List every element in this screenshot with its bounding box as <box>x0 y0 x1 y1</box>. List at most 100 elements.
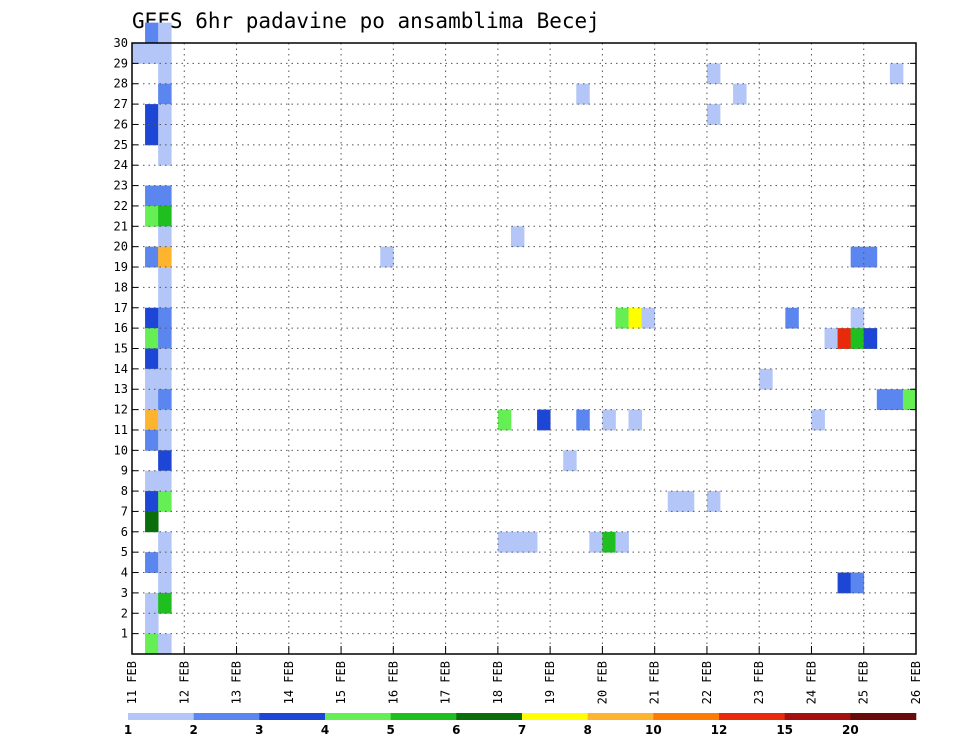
y-tick-label: 9 <box>121 464 128 478</box>
y-tick-label: 6 <box>121 525 128 539</box>
y-tick-label: 17 <box>114 301 128 315</box>
heatmap-cell <box>158 389 172 410</box>
heatmap-cell <box>158 226 172 248</box>
heatmap-cell <box>158 429 172 451</box>
legend-label: 15 <box>776 723 793 737</box>
heatmap-cell <box>158 531 172 553</box>
heatmap-cell <box>158 491 172 512</box>
heatmap-cell <box>850 246 865 268</box>
heatmap-cell <box>132 43 146 64</box>
heatmap-cell <box>158 83 172 105</box>
x-tick-label: 19 FEB <box>543 661 557 704</box>
heatmap-cell <box>145 552 159 573</box>
heatmap-cell <box>158 592 172 614</box>
heatmap-cell <box>145 633 159 655</box>
heatmap-cell <box>158 328 172 349</box>
x-tick-label: 14 FEB <box>282 661 296 704</box>
cells-layer <box>132 22 917 655</box>
heatmap-cell <box>145 409 159 431</box>
x-tick-label: 18 FEB <box>491 661 505 704</box>
y-tick-label: 24 <box>114 158 128 172</box>
heatmap-cell <box>824 328 838 349</box>
y-tick-label: 30 <box>114 36 128 50</box>
heatmap-cell <box>680 491 695 512</box>
legend-swatch <box>325 713 391 720</box>
heatmap-cell <box>158 124 172 146</box>
heatmap-cell <box>850 328 865 349</box>
y-tick-label: 16 <box>114 321 128 335</box>
heatmap-cell <box>145 124 159 146</box>
x-tick-label: 25 FEB <box>857 661 871 704</box>
heatmap-cell <box>158 63 172 85</box>
heatmap-cell <box>158 368 172 390</box>
legend-swatch <box>587 713 654 720</box>
y-tick-label: 18 <box>114 280 128 294</box>
legend-swatch <box>193 713 260 720</box>
y-tick-label: 13 <box>114 382 128 396</box>
chart-title: GEFS 6hr padavine po ansamblima Becej <box>132 9 600 33</box>
legend-label: 8 <box>583 723 591 737</box>
legend-swatch <box>522 713 588 720</box>
y-tick-label: 7 <box>121 504 128 518</box>
x-tick-label: 17 FEB <box>439 661 453 704</box>
grid-layer <box>132 43 916 654</box>
x-tick-label: 22 FEB <box>700 661 714 704</box>
heatmap-cell <box>510 226 525 248</box>
heatmap-cell <box>576 409 590 431</box>
heatmap-cell <box>158 43 172 64</box>
legend-label: 3 <box>255 723 263 737</box>
heatmap-cell <box>785 307 799 329</box>
heatmap-cell <box>145 246 159 268</box>
heatmap-cell <box>145 511 159 533</box>
heatmap-cell <box>615 307 629 329</box>
y-tick-label: 4 <box>121 566 128 580</box>
heatmap-cell <box>158 185 172 207</box>
heatmap-cell <box>145 348 159 370</box>
y-tick-label: 29 <box>114 56 128 70</box>
legend-swatch <box>128 713 194 720</box>
legend-label: 7 <box>518 723 526 737</box>
heatmap-cell <box>158 287 172 309</box>
heatmap-cell <box>876 389 891 410</box>
heatmap-cell <box>628 307 642 329</box>
heatmap-cell <box>497 409 512 431</box>
legend-swatch <box>259 713 326 720</box>
heatmap-cell <box>145 185 159 207</box>
heatmap-cell <box>145 307 159 329</box>
legend-label: 6 <box>452 723 460 737</box>
y-tick-label: 22 <box>114 199 128 213</box>
x-axis: 11 FEB 12 FEB 13 FEB 14 FEB 15 FEB 16 FEB 17 F… <box>125 646 923 704</box>
legend-label: 4 <box>321 723 329 737</box>
heatmap-cell <box>145 205 159 227</box>
heatmap-cell <box>563 450 577 472</box>
heatmap-cell <box>158 633 172 655</box>
heatmap-cell <box>158 470 172 492</box>
heatmap-cell <box>641 307 656 329</box>
heatmap-cell <box>667 491 682 512</box>
heatmap-cell <box>889 389 904 410</box>
heatmap-cell <box>158 205 172 227</box>
legend-swatch <box>784 713 851 720</box>
legend-swatch <box>719 713 785 720</box>
y-tick-label: 1 <box>121 627 128 641</box>
heatmap-cell <box>628 409 642 431</box>
x-tick-label: 12 FEB <box>177 661 191 704</box>
heatmap-cell <box>158 246 172 268</box>
heatmap-cell <box>158 104 172 125</box>
heatmap-cell <box>158 267 172 288</box>
y-tick-label: 27 <box>114 97 128 111</box>
y-tick-label: 2 <box>121 606 128 620</box>
y-tick-label: 28 <box>114 77 128 91</box>
heatmap-cell <box>902 389 917 410</box>
heatmap-cell <box>602 409 616 431</box>
legend-label: 1 <box>124 723 132 737</box>
heatmap-cell <box>759 368 773 390</box>
heatmap-cell <box>524 531 538 553</box>
x-tick-label: 15 FEB <box>334 661 348 704</box>
heatmap-cell <box>706 491 721 512</box>
heatmap-cell <box>706 104 721 125</box>
heatmap-cell <box>837 572 852 594</box>
heatmap-cell <box>589 531 603 553</box>
x-tick-label: 16 FEB <box>386 661 400 704</box>
y-tick-label: 12 <box>114 403 128 417</box>
